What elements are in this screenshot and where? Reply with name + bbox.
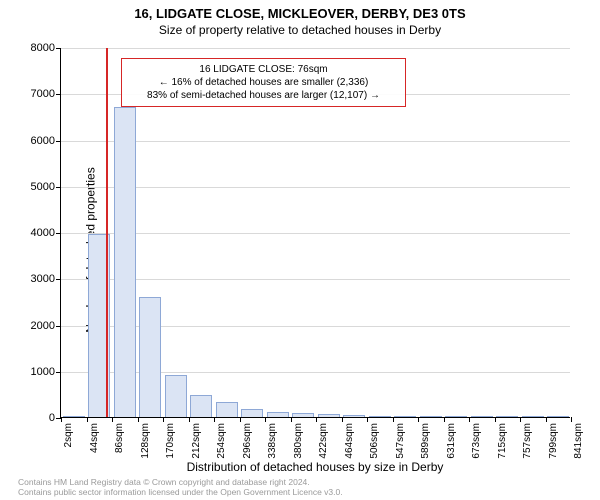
- x-tick-mark: [291, 417, 292, 422]
- x-tick-mark: [418, 417, 419, 422]
- histogram-bar: [496, 416, 518, 417]
- x-tick-mark: [112, 417, 113, 422]
- histogram-bar: [369, 416, 391, 417]
- grid-line: [61, 141, 570, 142]
- annotation-box: 16 LIDGATE CLOSE: 76sqm← 16% of detached…: [121, 58, 406, 107]
- x-tick-mark: [214, 417, 215, 422]
- x-tick-mark: [87, 417, 88, 422]
- plot-area: 0100020003000400050006000700080002sqm44s…: [60, 48, 570, 418]
- grid-line: [61, 48, 570, 49]
- x-tick-mark: [571, 417, 572, 422]
- histogram-bar: [394, 416, 416, 417]
- x-tick-mark: [163, 417, 164, 422]
- x-tick-mark: [240, 417, 241, 422]
- x-tick-mark: [444, 417, 445, 422]
- histogram-bar: [343, 415, 365, 417]
- title-main: 16, LIDGATE CLOSE, MICKLEOVER, DERBY, DE…: [0, 0, 600, 21]
- x-tick-mark: [61, 417, 62, 422]
- histogram-bar: [241, 409, 263, 417]
- annotation-line-1: 16 LIDGATE CLOSE: 76sqm: [130, 63, 397, 76]
- annotation-line-2: ← 16% of detached houses are smaller (2,…: [130, 76, 397, 89]
- y-tick-label: 2000: [31, 320, 61, 332]
- x-tick-mark: [189, 417, 190, 422]
- property-marker-line: [106, 48, 108, 417]
- annotation-line-3: 83% of semi-detached houses are larger (…: [130, 89, 397, 102]
- histogram-bar: [139, 297, 161, 417]
- histogram-bar: [216, 402, 238, 417]
- histogram-bar: [547, 416, 569, 417]
- grid-line: [61, 279, 570, 280]
- grid-line: [61, 187, 570, 188]
- histogram-bar: [445, 416, 467, 417]
- y-tick-label: 0: [49, 412, 61, 424]
- y-tick-label: 6000: [31, 135, 61, 147]
- histogram-bar: [63, 416, 85, 417]
- x-tick-label: 841sqm: [571, 423, 584, 473]
- histogram-bar: [114, 107, 136, 417]
- chart-container: 16, LIDGATE CLOSE, MICKLEOVER, DERBY, DE…: [0, 0, 600, 500]
- histogram-bar: [522, 416, 544, 417]
- histogram-bar: [165, 375, 187, 417]
- x-tick-mark: [138, 417, 139, 422]
- x-tick-mark: [520, 417, 521, 422]
- x-tick-mark: [469, 417, 470, 422]
- x-tick-mark: [495, 417, 496, 422]
- x-tick-mark: [367, 417, 368, 422]
- histogram-bar: [471, 416, 493, 417]
- x-tick-mark: [265, 417, 266, 422]
- histogram-bar: [267, 412, 289, 417]
- grid-line: [61, 372, 570, 373]
- histogram-bar: [420, 416, 442, 417]
- histogram-bar: [318, 414, 340, 417]
- y-tick-label: 8000: [31, 42, 61, 54]
- footer-line-2: Contains public sector information licen…: [18, 488, 343, 498]
- histogram-bar: [292, 413, 314, 417]
- x-axis-label: Distribution of detached houses by size …: [60, 460, 570, 474]
- x-tick-mark: [393, 417, 394, 422]
- x-tick-mark: [342, 417, 343, 422]
- footer: Contains HM Land Registry data © Crown c…: [18, 478, 343, 498]
- x-tick-mark: [316, 417, 317, 422]
- grid-line: [61, 326, 570, 327]
- y-tick-label: 3000: [31, 273, 61, 285]
- title-sub: Size of property relative to detached ho…: [0, 21, 600, 37]
- y-tick-label: 7000: [31, 88, 61, 100]
- y-tick-label: 5000: [31, 181, 61, 193]
- y-tick-label: 1000: [31, 366, 61, 378]
- y-tick-label: 4000: [31, 227, 61, 239]
- grid-line: [61, 233, 570, 234]
- x-tick-mark: [546, 417, 547, 422]
- histogram-bar: [190, 395, 212, 417]
